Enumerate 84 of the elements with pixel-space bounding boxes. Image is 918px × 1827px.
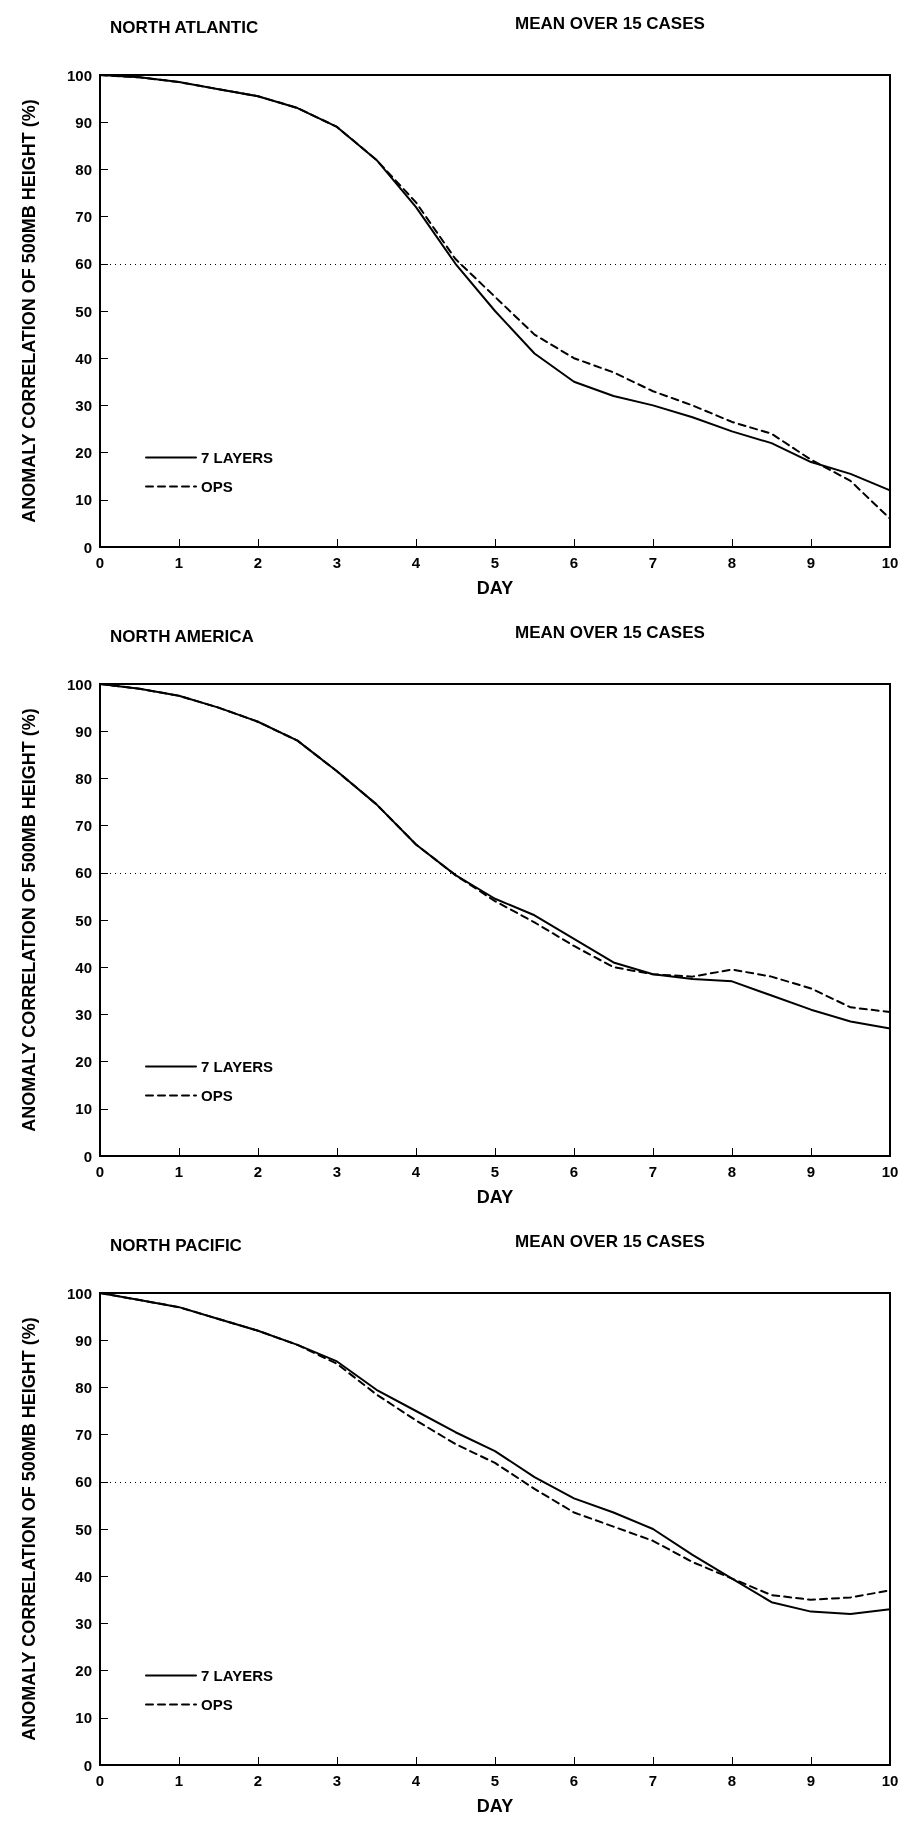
x-tick-label: 8 — [727, 554, 737, 571]
x-tick-label: 10 — [881, 554, 899, 571]
y-tick-label: 60 — [75, 864, 92, 882]
x-tick-label: 5 — [490, 1163, 500, 1180]
legend-label: 7 LAYERS — [201, 449, 273, 466]
x-tick-label: 0 — [95, 554, 105, 571]
x-axis-title: DAY — [476, 578, 514, 598]
y-tick-label: 80 — [75, 1378, 92, 1396]
x-tick-label: 3 — [332, 1163, 342, 1180]
x-tick-label: 3 — [332, 1772, 342, 1789]
y-tick-label: 20 — [75, 1662, 92, 1680]
legend-label: OPS — [201, 1087, 233, 1104]
x-tick-label: 10 — [881, 1163, 899, 1180]
chart-title: NORTH AMERICA — [110, 627, 254, 646]
y-tick-label: 80 — [75, 769, 92, 787]
y-tick-label: 100 — [66, 1284, 92, 1302]
x-tick-label: 6 — [569, 1772, 579, 1789]
y-tick-label: 40 — [75, 1567, 92, 1585]
x-tick-label: 9 — [806, 554, 816, 571]
legend-label: OPS — [201, 478, 233, 495]
y-tick-label: 70 — [75, 1426, 92, 1444]
y-tick-label: 30 — [75, 396, 92, 414]
x-tick-label: 5 — [490, 1772, 500, 1789]
y-tick-label: 40 — [75, 349, 92, 367]
chart-subtitle: MEAN OVER 15 CASES — [515, 623, 705, 642]
x-tick-label: 5 — [490, 554, 500, 571]
chart-subtitle: MEAN OVER 15 CASES — [515, 14, 705, 33]
y-axis-title: ANOMALY CORRELATION OF 500MB HEIGHT (%) — [19, 1317, 39, 1741]
x-tick-label: 1 — [174, 1163, 184, 1180]
legend-label: OPS — [201, 1696, 233, 1713]
y-tick-label: 100 — [66, 675, 92, 693]
y-tick-label: 60 — [75, 1473, 92, 1491]
y-tick-label: 90 — [75, 722, 92, 740]
x-tick-label: 3 — [332, 554, 342, 571]
y-tick-label: 10 — [75, 491, 92, 509]
x-axis-title: DAY — [476, 1187, 514, 1207]
y-axis-title: ANOMALY CORRELATION OF 500MB HEIGHT (%) — [19, 99, 39, 523]
x-tick-label: 6 — [569, 554, 579, 571]
x-tick-label: 8 — [727, 1163, 737, 1180]
x-tick-label: 6 — [569, 1163, 579, 1180]
x-tick-label: 4 — [411, 554, 421, 571]
y-axis-title: ANOMALY CORRELATION OF 500MB HEIGHT (%) — [19, 708, 39, 1132]
y-tick-label: 30 — [75, 1005, 92, 1023]
x-tick-label: 7 — [648, 1163, 658, 1180]
y-tick-label: 40 — [75, 958, 92, 976]
x-tick-label: 10 — [881, 1772, 899, 1789]
x-tick-label: 0 — [95, 1772, 105, 1789]
y-tick-label: 80 — [75, 160, 92, 178]
y-tick-label: 50 — [75, 911, 92, 929]
y-tick-label: 20 — [75, 1053, 92, 1071]
x-tick-label: 8 — [727, 1772, 737, 1789]
y-tick-label: 20 — [75, 444, 92, 462]
legend-label: 7 LAYERS — [201, 1667, 273, 1684]
x-tick-label: 7 — [648, 1772, 658, 1789]
x-tick-label: 0 — [95, 1163, 105, 1180]
chart-title: NORTH PACIFIC — [110, 1236, 242, 1255]
y-tick-label: 100 — [66, 66, 92, 84]
x-tick-label: 1 — [174, 554, 184, 571]
y-tick-label: 90 — [75, 113, 92, 131]
y-tick-label: 50 — [75, 1520, 92, 1538]
x-tick-label: 4 — [411, 1772, 421, 1789]
y-tick-label: 10 — [75, 1100, 92, 1118]
y-tick-label: 90 — [75, 1331, 92, 1349]
x-tick-label: 2 — [253, 1772, 263, 1789]
y-tick-label: 70 — [75, 208, 92, 226]
chart-subtitle: MEAN OVER 15 CASES — [515, 1232, 705, 1251]
y-tick-label: 0 — [83, 538, 92, 556]
x-axis-title: DAY — [476, 1796, 514, 1816]
y-tick-label: 60 — [75, 255, 92, 273]
y-tick-label: 0 — [83, 1756, 92, 1774]
x-tick-label: 2 — [253, 554, 263, 571]
x-tick-label: 1 — [174, 1772, 184, 1789]
y-tick-label: 0 — [83, 1147, 92, 1165]
y-tick-label: 50 — [75, 302, 92, 320]
y-tick-label: 70 — [75, 817, 92, 835]
x-tick-label: 9 — [806, 1163, 816, 1180]
y-tick-label: 10 — [75, 1709, 92, 1727]
x-tick-label: 4 — [411, 1163, 421, 1180]
x-tick-label: 7 — [648, 554, 658, 571]
legend-label: 7 LAYERS — [201, 1058, 273, 1075]
x-tick-label: 9 — [806, 1772, 816, 1789]
y-tick-label: 30 — [75, 1614, 92, 1632]
x-tick-label: 2 — [253, 1163, 263, 1180]
chart-title: NORTH ATLANTIC — [110, 18, 259, 37]
